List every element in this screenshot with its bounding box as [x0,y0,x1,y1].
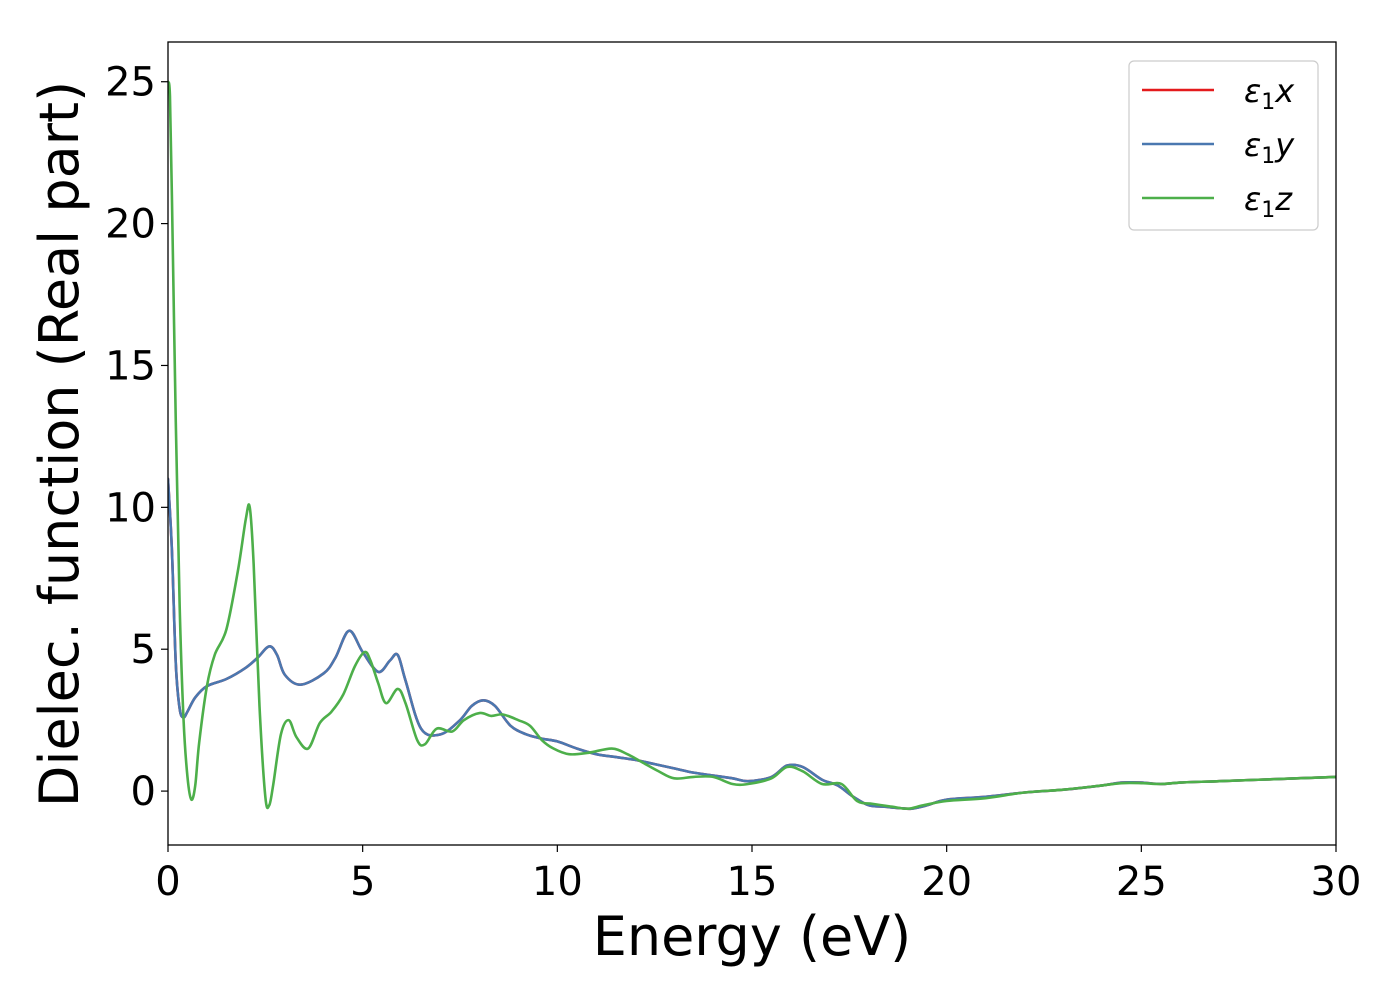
x-axis: 0 5 10 15 20 25 30 [155,845,1361,905]
legend-label-y: ε1y [1244,126,1295,169]
legend-label-x: ε1x [1244,72,1295,115]
legend: ε1x ε1y ε1z [1128,60,1319,231]
x-tick-label: 0 [155,859,180,905]
legend-label-z: ε1z [1244,180,1293,223]
y-tick-label: 5 [131,627,156,673]
y-tick-label: 10 [105,485,156,531]
x-tick-label: 5 [350,859,375,905]
y-tick-label: 20 [105,202,156,248]
x-tick-label: 25 [1116,859,1167,905]
x-axis-title: Energy (eV) [593,905,912,968]
y-axis-title: Dielec. function (Real part) [28,81,91,807]
x-tick-label: 15 [727,859,778,905]
series-line-z [168,80,1336,810]
legend-box [1128,60,1319,231]
y-tick-label: 15 [105,343,156,389]
series-line-y [168,477,1336,811]
y-tick-label: 25 [105,60,156,106]
series-layer [168,80,1336,811]
y-tick-label: 0 [131,769,156,815]
x-tick-label: 10 [532,859,583,905]
y-axis: 0 5 10 15 20 25 [105,60,168,815]
x-tick-label: 20 [921,859,972,905]
x-tick-label: 30 [1311,859,1362,905]
